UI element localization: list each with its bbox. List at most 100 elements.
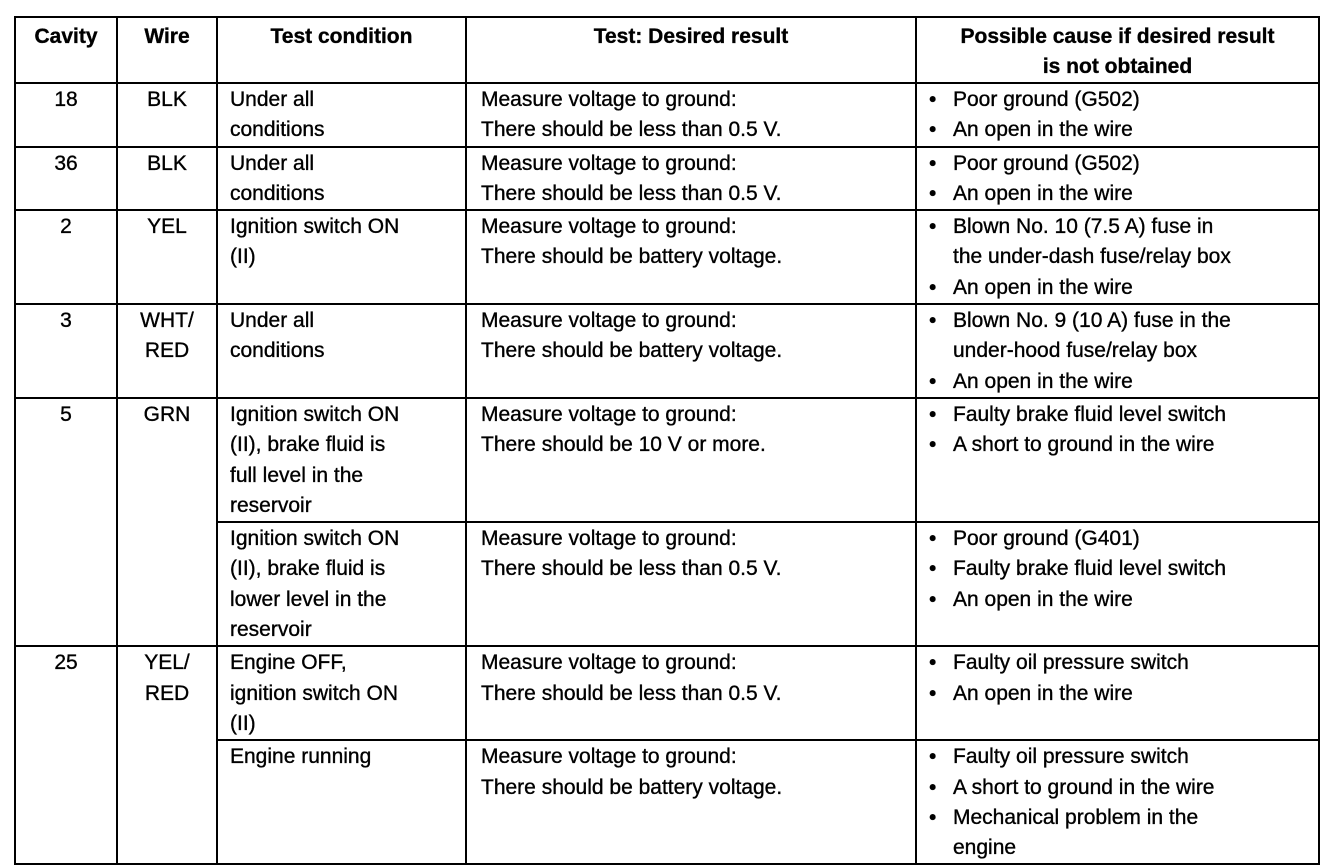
header-test-condition: Test condition (216, 16, 467, 84)
cause-item: • Faulty oil pressure switch (929, 648, 1318, 678)
cause-text: An open in the wire (953, 273, 1133, 303)
possible-cause-cell: • Poor ground (G401) • Faulty brake fluid l… (915, 521, 1320, 648)
text-line: Measure voltage to ground: (481, 215, 737, 239)
desired-result-cell: Measure voltage to ground: There should b… (465, 521, 917, 648)
possible-cause-cell: • Blown No. 10 (7.5 A) fuse in the under-d… (915, 209, 1320, 306)
text-line: Engine OFF, (230, 651, 347, 675)
bullet-icon: • (929, 805, 937, 829)
text-line: Measure voltage to ground: (481, 527, 737, 551)
cause-text: Poor ground (G502) (953, 85, 1140, 115)
text-line: Ignition switch ON (230, 402, 400, 426)
bullet-icon: • (929, 151, 937, 175)
text-line: Engine running (230, 745, 372, 769)
cavity-cell: 5 (14, 396, 118, 648)
text-line: Mechanical problem in the (953, 805, 1199, 829)
text-line: Measure voltage to ground: (481, 309, 737, 333)
test-condition-cell: Ignition switch ON (II), brake fluid is lo… (216, 521, 467, 648)
bullet-icon: • (929, 775, 937, 799)
bullet-icon: • (929, 88, 937, 111)
cause-item: • Blown No. 9 (10 A) fuse in the under-hoo… (929, 306, 1318, 367)
cause-text: Faulty brake fluid level switch (953, 554, 1226, 584)
text-line: full level in the (230, 463, 364, 487)
text-line: Blown No. 10 (7.5 A) fuse in (953, 215, 1214, 239)
text-line: Measure voltage to ground: (481, 151, 737, 175)
text-line: (II), brake fluid is (230, 433, 386, 457)
cause-item: • Poor ground (G401) (929, 524, 1318, 554)
text-line: There should be battery voltage. (481, 339, 783, 363)
text-line: A short to ground in the wire (953, 775, 1215, 799)
text-line: An open in the wire (953, 369, 1133, 393)
text-line: An open in the wire (953, 118, 1133, 142)
bullet-icon: • (929, 181, 937, 205)
header-possible-cause: Possible cause if desired result is not … (915, 16, 1320, 84)
text-line: Faulty oil pressure switch (953, 745, 1189, 769)
cause-text: Faulty brake fluid level switch (953, 400, 1226, 430)
text-line: BLK (147, 151, 187, 175)
bullet-icon: • (929, 745, 937, 769)
text-line: An open in the wire (953, 587, 1133, 611)
bullet-icon: • (929, 651, 937, 675)
text-line: RED (144, 681, 190, 705)
cause-text: Poor ground (G502) (953, 149, 1140, 179)
table-row: 2 YEL Ignition switch ON (II) Measure voltag… (14, 209, 1320, 306)
wire-cell: WHT/RED (116, 303, 218, 399)
text-line: BLK (147, 88, 187, 111)
text-line: reservoir (230, 618, 312, 642)
possible-cause-cell: • Faulty oil pressure switch • A short to g… (915, 739, 1320, 865)
header-row: Cavity Wire Test condition Test: Desired… (14, 16, 1320, 84)
table-row: 25 YEL/RED Engine OFF, ignition switch ON (I… (14, 645, 1320, 865)
table-row: Ignition switch ON (II), brake fluid is lo… (15, 521, 1320, 648)
header-cavity: Cavity (14, 16, 118, 84)
cavity-cell: 3 (14, 303, 118, 399)
text-line: WHT/ (140, 309, 194, 333)
possible-cause-cell: • Faulty brake fluid level switch • A short… (915, 396, 1320, 524)
text-line: Measure voltage to ground: (481, 402, 737, 426)
table-row: 18 BLK Under all conditions Measure voltage … (14, 82, 1320, 148)
text-line: An open in the wire (953, 181, 1133, 205)
table-row: 5 GRN Ignition switch ON (II), brake fluid … (14, 396, 1320, 648)
cause-item: • An open in the wire (929, 585, 1318, 615)
desired-result-cell: Measure voltage to ground: There should b… (465, 739, 917, 865)
header-desired-result: Test: Desired result (465, 16, 917, 84)
bullet-icon: • (929, 369, 937, 393)
cause-item: • An open in the wire (929, 679, 1318, 709)
cause-item: • Poor ground (G502) (929, 149, 1318, 179)
text-line: An open in the wire (953, 275, 1133, 299)
text-line: (II) (230, 245, 256, 269)
bullet-icon: • (929, 527, 937, 551)
text-line: An open in the wire (953, 681, 1133, 705)
text-line: Blown No. 9 (10 A) fuse in the (953, 309, 1231, 333)
text-line: There should be 10 V or more. (481, 433, 766, 457)
cavity-cell: 18 (14, 82, 118, 148)
text-line: Faulty brake fluid level switch (953, 557, 1227, 581)
text-line: Measure voltage to ground: (481, 745, 737, 769)
desired-result-cell: Measure voltage to ground: There should b… (465, 303, 917, 399)
table-row: 3 WHT/RED Under all conditions Measure volta… (14, 303, 1320, 399)
desired-result-cell: Measure voltage to ground: There should b… (465, 82, 917, 148)
table-body: 18 BLK Under all conditions Measure voltage … (14, 82, 1320, 865)
test-condition-cell: Ignition switch ON (II), brake fluid is fu… (216, 396, 467, 524)
table-row: Engine running Measure voltage to ground:… (15, 739, 1320, 865)
text-line: conditions (230, 118, 325, 142)
desired-result-cell: Measure voltage to ground: There should b… (465, 209, 917, 306)
bullet-icon: • (929, 309, 937, 333)
cause-item: • Faulty brake fluid level switch (929, 400, 1318, 430)
cause-item: • A short to ground in the wire (929, 773, 1318, 803)
text-line: There should be less than 0.5 V. (481, 181, 782, 205)
cavity-cell: 2 (14, 209, 118, 306)
wire-cell: BLK (116, 145, 218, 212)
test-condition-cell: Under all conditions (216, 303, 467, 399)
wire-cell: YEL/RED (116, 645, 218, 865)
text-line: GRN (143, 402, 191, 426)
text-line: Ignition switch ON (230, 527, 400, 551)
cause-text: Faulty oil pressure switch (953, 742, 1189, 772)
table-row: 36 BLK Under all conditions Measure voltage … (14, 145, 1320, 212)
cause-item: • An open in the wire (929, 115, 1318, 145)
text-line: under-hood fuse/relay box (953, 339, 1197, 363)
text-line: Ignition switch ON (230, 215, 400, 239)
desired-result-cell: Measure voltage to ground: There should b… (465, 396, 917, 524)
text-line: conditions (230, 181, 325, 205)
text-line: There should be less than 0.5 V. (481, 118, 782, 142)
cause-text: An open in the wire (953, 115, 1133, 145)
possible-cause-cell: • Poor ground (G502) • An open in the wire (915, 145, 1320, 212)
